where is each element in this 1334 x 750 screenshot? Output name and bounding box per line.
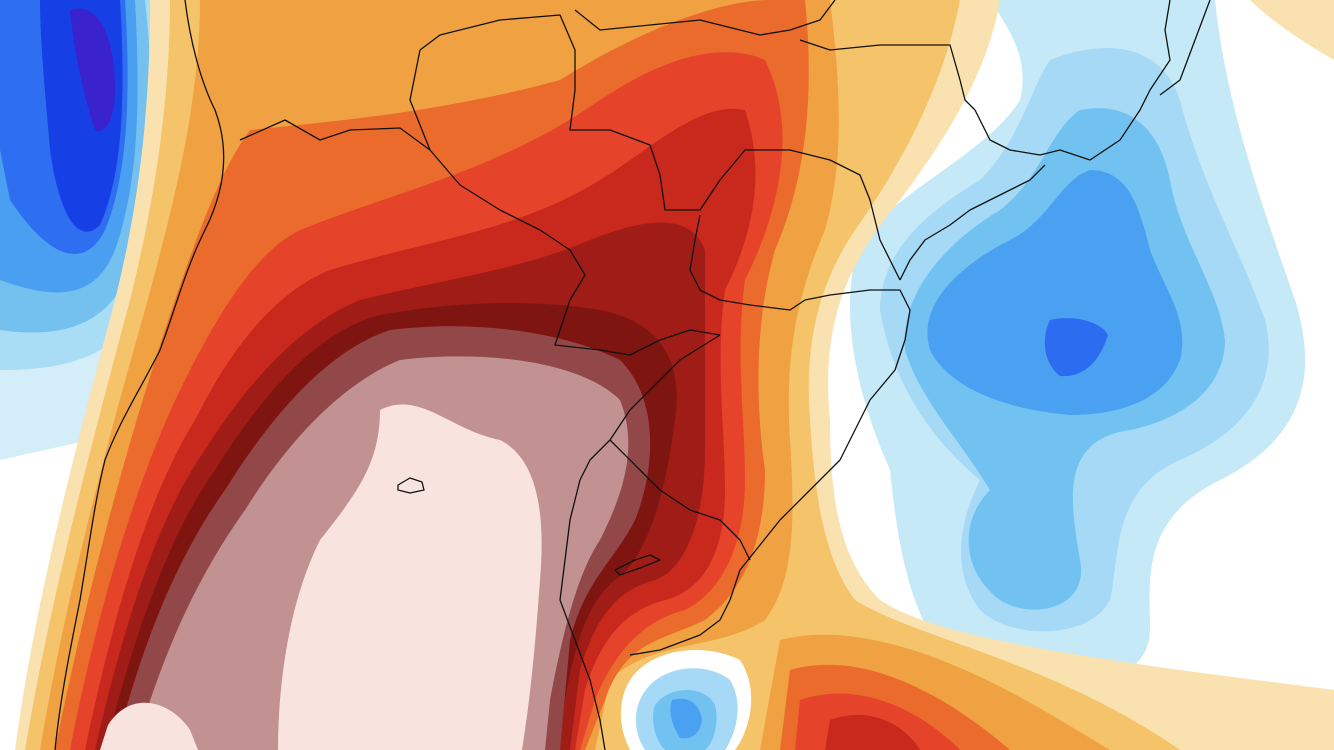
border-line <box>609 439 751 656</box>
warm-contour <box>278 404 542 750</box>
border-line <box>899 164 1046 281</box>
border-line <box>54 0 225 750</box>
border-line <box>409 0 976 151</box>
cold-contour <box>70 8 115 131</box>
border-line <box>559 334 721 750</box>
cold-contour <box>670 698 702 739</box>
warm-contour <box>100 702 198 750</box>
cold-contour <box>1044 318 1108 377</box>
lagoon <box>614 554 661 576</box>
border-line <box>419 14 901 281</box>
border-line <box>974 0 1211 161</box>
border-line <box>239 119 721 356</box>
border-line <box>689 214 911 601</box>
borders <box>54 0 1211 750</box>
cold-contour <box>927 170 1183 415</box>
warm-contour <box>825 714 920 750</box>
warm-contour <box>1250 0 1334 60</box>
lake <box>397 477 425 494</box>
